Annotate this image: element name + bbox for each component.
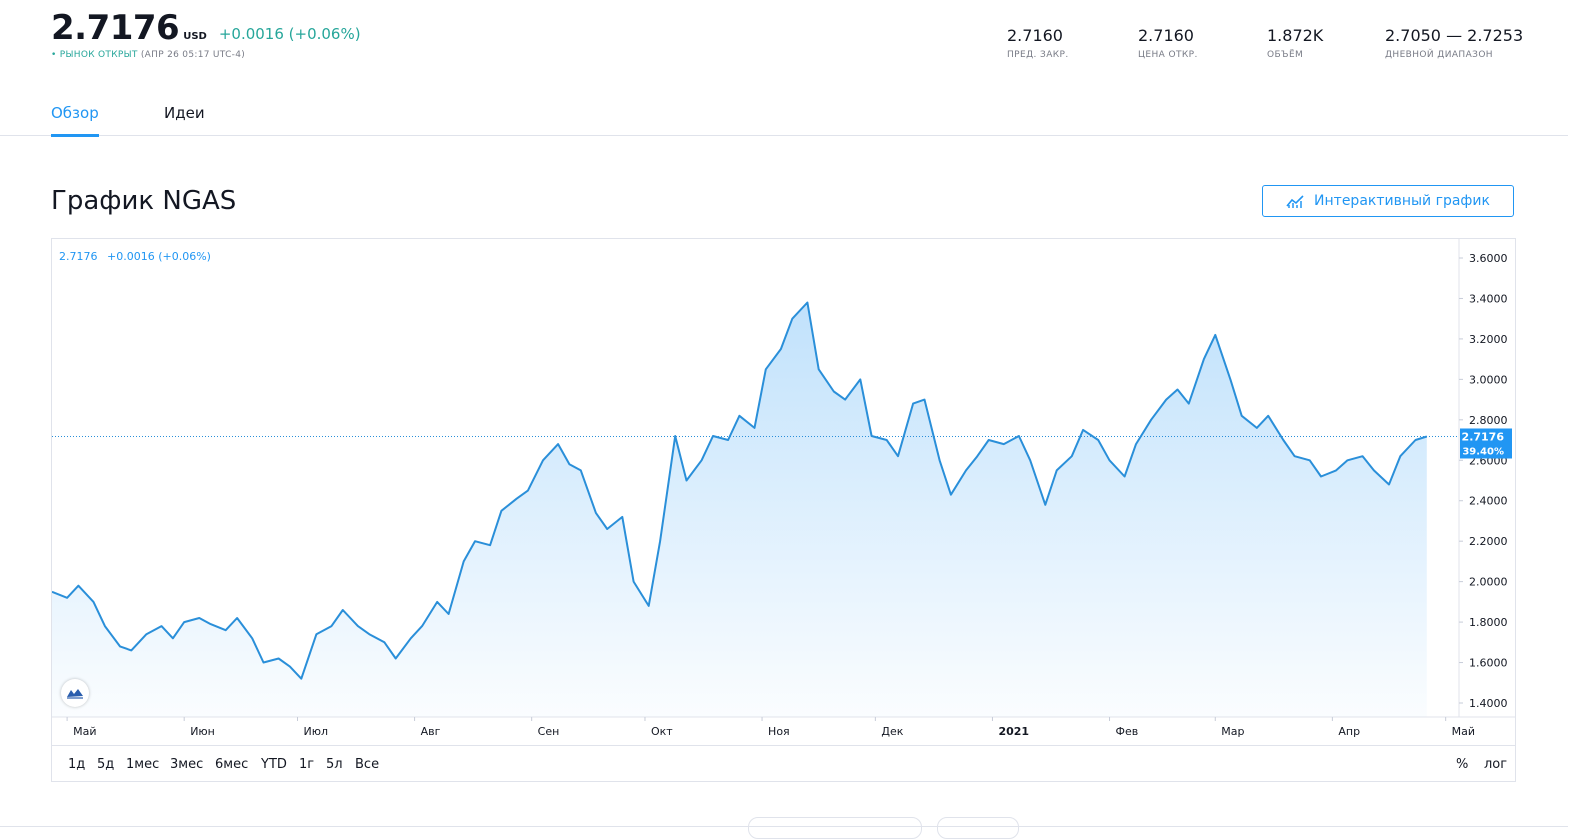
stat-label: ПРЕД. ЗАКР. [1007, 50, 1069, 60]
stat-value: 2.7160 [1007, 26, 1063, 45]
last-pct-badge-label: 39.40% [1462, 446, 1504, 457]
last-price-badge-label: 2.7176 [1462, 430, 1505, 443]
price-tick-label: 2.4000 [1469, 495, 1508, 508]
time-tick-label: Май [1452, 725, 1475, 738]
price-change: +0.0016 (+0.06%) [218, 25, 361, 43]
chart-container[interactable]: 1.4000 1.6000 1.8000 2.0000 2.2000 2.4000 2.60… [51, 238, 1516, 782]
time-tick-label: Фев [1116, 725, 1139, 738]
partial-control[interactable] [937, 817, 1019, 839]
time-tick-label: Сен [538, 725, 560, 738]
range-all-button[interactable]: Все [355, 757, 380, 772]
range-1d-button[interactable]: 1д [68, 757, 86, 772]
stat-volume: 1.872K ОБЪЁМ [1267, 26, 1323, 60]
time-tick-label: Мар [1221, 725, 1244, 738]
price-chart[interactable]: 1.40001.60001.80002.00002.20002.40002.60… [52, 239, 1515, 745]
chart-legend: 2.7176 +0.0016 (+0.06%) [59, 250, 211, 263]
time-tick-label: Июн [190, 725, 215, 738]
market-time: (АПР 26 05:17 UTC-4) [140, 50, 246, 60]
time-tick-label: Дек [881, 725, 903, 738]
stat-open: 2.7160 ЦЕНА ОТКР. [1138, 26, 1198, 60]
stat-prev-close: 2.7160 ПРЕД. ЗАКР. [1007, 26, 1069, 60]
tab-overview[interactable]: Обзор [51, 104, 99, 137]
stat-day-range: 2.7050 — 2.7253 ДНЕВНОЙ ДИАПАЗОН [1385, 26, 1523, 60]
price-tick-label: 3.2000 [1469, 333, 1508, 346]
stat-label: ЦЕНА ОТКР. [1138, 50, 1198, 60]
range-selector: 1д 5д 1мес 3мес 6мес YTD 1г 5л Все % лог [52, 745, 1515, 782]
legend-change: +0.0016 (+0.06%) [107, 250, 211, 263]
price-tick-label: 2.2000 [1469, 535, 1508, 548]
tab-bar: Обзор Идеи [0, 90, 1568, 137]
price-tick-label: 2.0000 [1469, 576, 1508, 589]
quote-header: 2.7176 USD +0.0016 (+0.06%) • РЫНОК ОТКР… [51, 8, 361, 60]
time-tick-label: 2021 [998, 725, 1029, 738]
logo-mark-icon [67, 689, 83, 699]
price-row: 2.7176 USD +0.0016 (+0.06%) [51, 8, 361, 48]
last-price-badge [1460, 428, 1512, 459]
tradingview-logo-icon[interactable] [61, 679, 89, 707]
stat-value: 1.872K [1267, 26, 1324, 45]
price-line [52, 301, 1428, 680]
market-status: • РЫНОК ОТКРЫТ (АПР 26 05:17 UTC-4) [51, 50, 361, 60]
page-divider [0, 826, 1568, 827]
percent-scale-button[interactable]: % [1456, 757, 1469, 772]
range-ytd-button[interactable]: YTD [261, 757, 287, 772]
price-tick-label: 3.4000 [1469, 292, 1508, 305]
status-dot-icon: • [51, 50, 57, 60]
range-1m-button[interactable]: 1мес [126, 757, 160, 772]
time-tick-label: Май [73, 725, 96, 738]
price-area [52, 302, 1427, 717]
chart-section-title: График NGAS [51, 186, 237, 216]
tab-ideas[interactable]: Идеи [164, 104, 205, 122]
range-6m-button[interactable]: 6мес [215, 757, 249, 772]
time-tick-label: Апр [1338, 725, 1360, 738]
market-open-label: РЫНОК ОТКРЫТ [59, 50, 138, 60]
partial-control[interactable] [748, 817, 922, 839]
time-tick-label: Авг [421, 725, 441, 738]
price-tick-label: 1.8000 [1469, 616, 1508, 629]
current-price: 2.7176 [51, 8, 180, 48]
range-5d-button[interactable]: 5д [97, 757, 115, 772]
time-tick-label: Июл [303, 725, 328, 738]
price-tick-label: 3.6000 [1469, 252, 1508, 265]
stat-value: 2.7160 [1138, 26, 1194, 45]
interactive-chart-label: Интерактивный график [1314, 193, 1490, 209]
range-1y-button[interactable]: 1г [299, 757, 315, 772]
stat-label: ДНЕВНОЙ ДИАПАЗОН [1385, 50, 1493, 60]
stat-label: ОБЪЁМ [1267, 50, 1304, 60]
legend-price: 2.7176 [59, 250, 98, 263]
range-3m-button[interactable]: 3мес [170, 757, 204, 772]
price-tick-label: 1.4000 [1469, 697, 1508, 710]
currency-label: USD [183, 31, 207, 42]
price-tick-label: 1.6000 [1469, 657, 1508, 670]
price-tick-label: 2.8000 [1469, 414, 1508, 427]
chart-icon [1286, 195, 1304, 208]
price-tick-label: 3.0000 [1469, 373, 1508, 386]
interactive-chart-button[interactable]: Интерактивный график [1262, 185, 1514, 217]
range-5y-button[interactable]: 5л [326, 757, 343, 772]
time-tick-label: Окт [651, 725, 673, 738]
stat-value: 2.7050 — 2.7253 [1385, 26, 1524, 45]
log-scale-button[interactable]: лог [1484, 757, 1508, 772]
time-tick-label: Ноя [768, 725, 790, 738]
